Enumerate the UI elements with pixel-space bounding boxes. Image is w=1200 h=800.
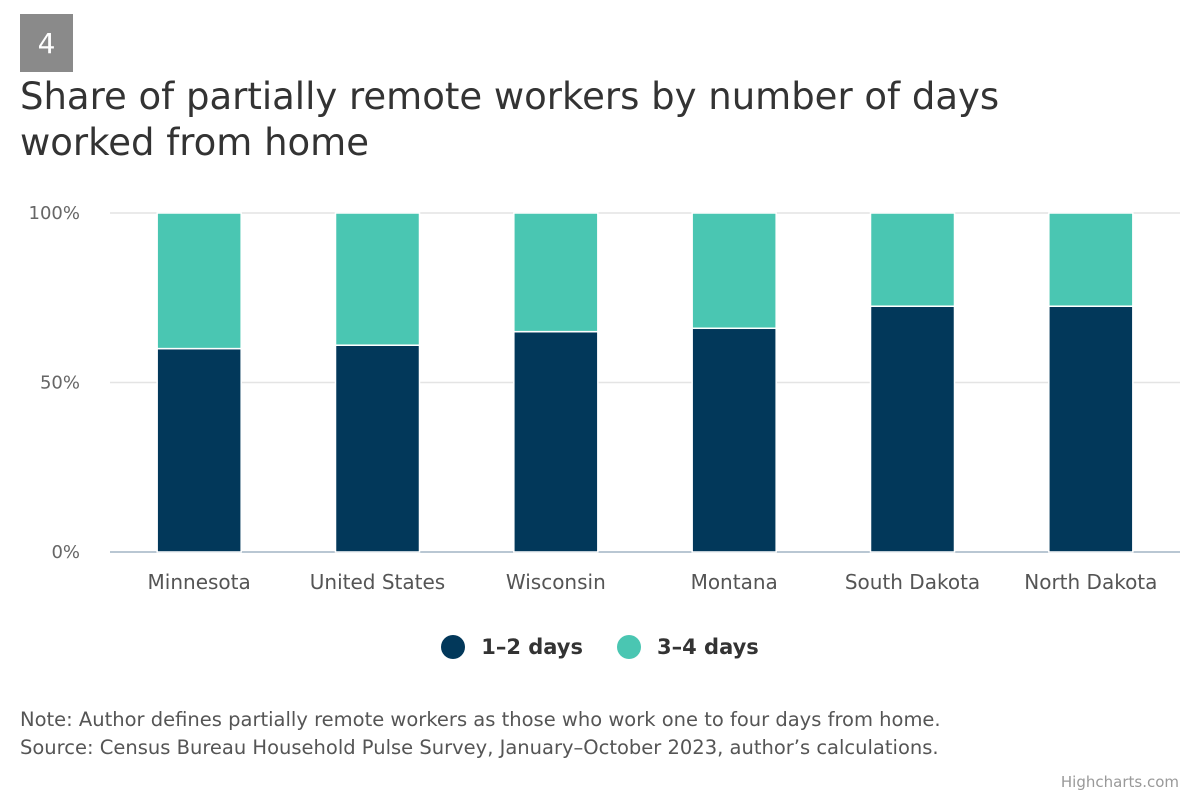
credits-link[interactable]: Highcharts.com: [1060, 773, 1179, 791]
chart-number-badge: 4: [20, 14, 73, 72]
bar-segment[interactable]: [513, 212, 599, 333]
note-source: Source: Census Bureau Household Pulse Su…: [20, 736, 939, 759]
legend[interactable]: 1–2 days 3–4 days: [0, 635, 1200, 659]
x-category-label: Wisconsin: [506, 570, 606, 594]
chart-title: Share of partially remote workers by num…: [20, 75, 1000, 164]
legend-marker-1-2-days: [441, 635, 466, 659]
x-category-label: United States: [310, 570, 445, 594]
bar-segment[interactable]: [869, 305, 956, 553]
legend-item-1-2-days[interactable]: 1–2 days: [441, 635, 583, 659]
x-category-label: North Dakota: [1024, 570, 1157, 594]
y-tick-label: 0%: [51, 542, 80, 563]
bar-segment[interactable]: [156, 347, 242, 553]
legend-marker-3-4-days: [617, 635, 641, 659]
bar-segment[interactable]: [1048, 212, 1134, 307]
bar-segment[interactable]: [334, 344, 421, 553]
bars: [156, 212, 1134, 553]
bar-segment[interactable]: [513, 330, 599, 553]
bar-segment[interactable]: [156, 212, 242, 350]
x-category-label: Montana: [691, 570, 778, 594]
legend-label-3-4-days: 3–4 days: [657, 635, 759, 659]
legend-label-1-2-days: 1–2 days: [481, 635, 583, 659]
bar-segment[interactable]: [869, 212, 956, 307]
note-definition: Note: Author defines partially remote wo…: [20, 708, 941, 731]
axis-labels: 0% 50% 100% Minnesota United States Wisconsin…: [29, 203, 1158, 594]
x-category-label: South Dakota: [845, 570, 980, 594]
grid-lines: [110, 212, 1180, 553]
bar-segment[interactable]: [1048, 305, 1134, 553]
bar-segment[interactable]: [334, 212, 421, 346]
bar-segment[interactable]: [691, 212, 777, 330]
legend-item-3-4-days[interactable]: 3–4 days: [617, 635, 759, 659]
x-category-label: Minnesota: [148, 570, 251, 594]
bar-segment[interactable]: [691, 327, 777, 553]
chart-note: Note: Author defines partially remote wo…: [20, 706, 941, 762]
y-tick-label: 100%: [29, 203, 80, 224]
y-tick-label: 50%: [40, 373, 80, 394]
